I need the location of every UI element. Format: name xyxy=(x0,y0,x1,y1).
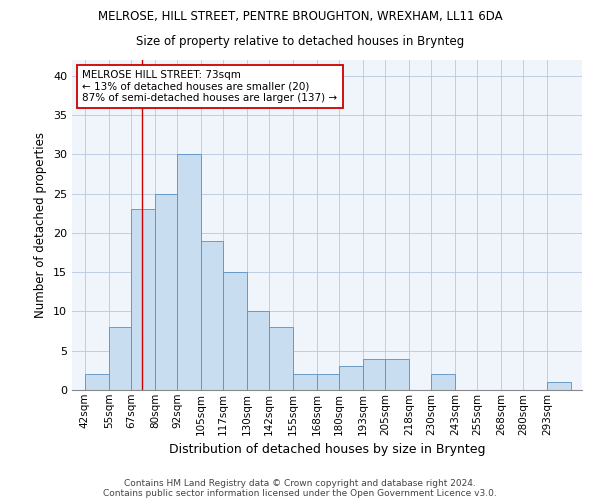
Bar xyxy=(177,154,201,390)
Text: Size of property relative to detached houses in Brynteg: Size of property relative to detached ho… xyxy=(136,35,464,48)
Bar xyxy=(131,210,155,390)
Bar xyxy=(547,382,571,390)
Bar xyxy=(247,312,269,390)
Bar xyxy=(155,194,177,390)
Bar xyxy=(201,240,223,390)
Bar xyxy=(385,358,409,390)
Bar xyxy=(363,358,385,390)
Text: Contains public sector information licensed under the Open Government Licence v3: Contains public sector information licen… xyxy=(103,488,497,498)
Bar xyxy=(269,327,293,390)
Bar xyxy=(223,272,247,390)
Bar xyxy=(317,374,339,390)
Text: MELROSE HILL STREET: 73sqm
← 13% of detached houses are smaller (20)
87% of semi: MELROSE HILL STREET: 73sqm ← 13% of deta… xyxy=(82,70,337,103)
Text: Contains HM Land Registry data © Crown copyright and database right 2024.: Contains HM Land Registry data © Crown c… xyxy=(124,478,476,488)
Bar xyxy=(85,374,109,390)
Bar xyxy=(431,374,455,390)
Y-axis label: Number of detached properties: Number of detached properties xyxy=(34,132,47,318)
Bar xyxy=(109,327,131,390)
X-axis label: Distribution of detached houses by size in Brynteg: Distribution of detached houses by size … xyxy=(169,443,485,456)
Bar xyxy=(339,366,363,390)
Text: MELROSE, HILL STREET, PENTRE BROUGHTON, WREXHAM, LL11 6DA: MELROSE, HILL STREET, PENTRE BROUGHTON, … xyxy=(98,10,502,23)
Bar xyxy=(293,374,317,390)
